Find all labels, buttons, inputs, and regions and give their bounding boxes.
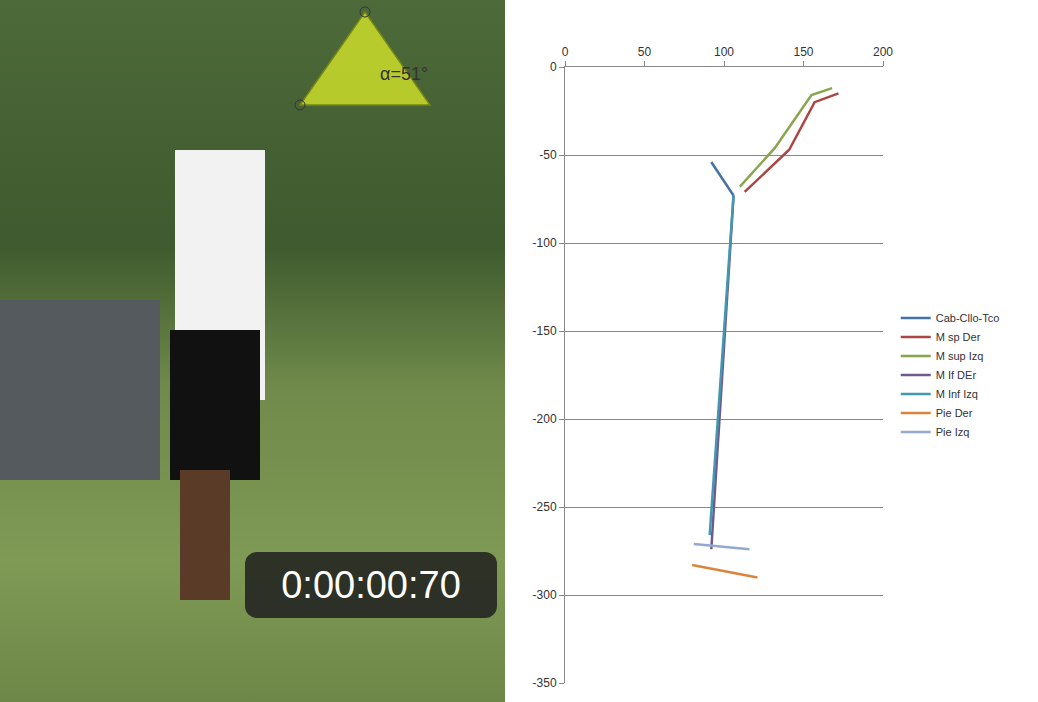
svg-text:Cab-Cllo-Tco: Cab-Cllo-Tco: [936, 312, 1000, 324]
svg-text:M If DEr: M If DEr: [936, 369, 977, 381]
svg-text:200: 200: [873, 45, 893, 59]
svg-text:M sup Izq: M sup Izq: [936, 350, 984, 362]
svg-text:0: 0: [562, 45, 569, 59]
svg-text:-150: -150: [533, 324, 557, 338]
svg-text:0: 0: [550, 60, 557, 74]
svg-text:M Inf Izq: M Inf Izq: [936, 388, 978, 400]
svg-text:Pie Der: Pie Der: [936, 407, 973, 419]
svg-text:150: 150: [793, 45, 813, 59]
svg-text:α=51°: α=51°: [380, 64, 428, 84]
svg-text:100: 100: [714, 45, 734, 59]
svg-text:-50: -50: [539, 148, 557, 162]
svg-text:-200: -200: [533, 412, 557, 426]
svg-text:M sp Der: M sp Der: [936, 331, 981, 343]
html-text:0:00:00:70: 0:00:00:70: [281, 564, 461, 606]
svg-text:50: 50: [638, 45, 652, 59]
svg-text:-250: -250: [533, 500, 557, 514]
svg-text:-350: -350: [533, 676, 557, 690]
svg-text:Pie Izq: Pie Izq: [936, 426, 970, 438]
svg-text:-300: -300: [533, 588, 557, 602]
svg-text:-100: -100: [533, 236, 557, 250]
